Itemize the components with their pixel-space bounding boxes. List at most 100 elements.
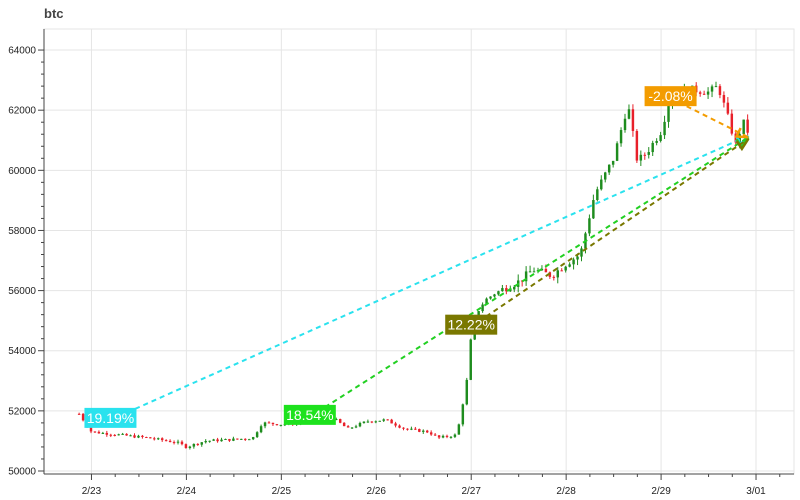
candle-body	[101, 432, 105, 434]
candle-body	[382, 419, 385, 421]
annotation-label: 12.22%	[447, 317, 494, 333]
candle-body	[706, 91, 710, 95]
candle-body	[192, 443, 196, 447]
x-tick-label: 2/27	[461, 486, 481, 497]
candle-body	[528, 271, 532, 273]
candle-body	[426, 430, 429, 433]
annotation-label: 18.54%	[286, 407, 333, 423]
candle-body	[481, 304, 484, 312]
chart-title: btc	[44, 6, 64, 21]
candle-body	[263, 422, 267, 427]
y-tick-label: 56000	[8, 286, 36, 297]
candle-body	[639, 154, 643, 161]
candle-body	[469, 339, 472, 380]
candle-body	[105, 432, 109, 435]
candle-body	[398, 425, 401, 428]
candle-body	[552, 276, 556, 278]
candle-body	[580, 248, 583, 257]
candle-body	[592, 200, 595, 219]
candle-body	[196, 443, 200, 445]
candle-body	[406, 428, 409, 430]
candle-body	[497, 291, 500, 295]
candle-body	[746, 119, 749, 133]
candle-body	[228, 438, 231, 441]
annotation-arrowhead	[734, 127, 749, 139]
candle-body	[651, 142, 654, 153]
candle-body	[93, 431, 97, 433]
candle-body	[188, 446, 192, 449]
annotation-label-box	[445, 314, 498, 335]
candle-body	[362, 421, 366, 423]
candle-body	[338, 419, 342, 423]
candle-body	[394, 423, 397, 426]
candle-body	[220, 439, 223, 442]
candle-body	[335, 419, 338, 421]
candle-body	[200, 442, 203, 445]
candle-body	[489, 296, 492, 299]
x-tick-label: 2/26	[367, 486, 387, 497]
candle-body	[635, 130, 639, 161]
annotation-label: 19.19%	[87, 410, 134, 426]
candle-body	[722, 95, 726, 103]
candle-body	[568, 264, 571, 267]
candle-body	[247, 439, 251, 441]
candle-body	[710, 86, 714, 92]
candle-body	[714, 86, 718, 88]
annotation-arrowhead	[735, 138, 750, 152]
candle-body	[232, 438, 235, 441]
candle-body	[271, 422, 275, 425]
candle-body	[445, 435, 449, 437]
candle-body	[441, 435, 445, 438]
candle-body	[485, 298, 488, 305]
candle-body	[461, 404, 465, 425]
candle-body	[429, 432, 433, 435]
candle-body	[501, 288, 504, 292]
candle-body	[279, 424, 283, 426]
candle-body	[702, 93, 706, 95]
annotation-label-box	[644, 86, 697, 107]
candle-body	[346, 426, 350, 428]
candle-body	[532, 271, 536, 273]
annotation-label: -2.08%	[648, 88, 692, 104]
candle-body	[141, 435, 144, 438]
candle-body	[358, 422, 362, 427]
candle-body	[160, 438, 164, 441]
candle-body	[742, 119, 745, 135]
candle-body	[726, 102, 730, 114]
candle-body	[164, 440, 168, 442]
candle-body	[667, 104, 670, 122]
x-tick-label: 2/25	[272, 486, 292, 497]
candle-body	[212, 439, 215, 441]
candle-body	[89, 426, 93, 432]
candle-body	[611, 160, 615, 165]
candle-body	[607, 164, 611, 173]
x-tick-label: 2/29	[651, 486, 671, 497]
candle-body	[600, 179, 603, 190]
candle-body	[172, 442, 176, 444]
candle-body	[157, 438, 160, 440]
candle-body	[208, 440, 211, 442]
x-tick-label: 2/28	[556, 486, 576, 497]
candle-body	[145, 437, 148, 439]
x-tick-label: 3/01	[746, 486, 766, 497]
candle-body	[623, 118, 627, 131]
candle-body	[97, 431, 101, 434]
candle-body	[267, 422, 271, 424]
candle-body	[615, 143, 619, 161]
candle-body	[184, 444, 188, 449]
candle-body	[513, 286, 516, 290]
candle-body	[125, 433, 128, 436]
candle-body	[556, 270, 559, 278]
candle-body	[224, 438, 227, 440]
y-tick-label: 54000	[8, 346, 36, 357]
candle-body	[449, 436, 453, 438]
candle-body	[437, 435, 441, 438]
candle-body	[457, 424, 461, 435]
candle-body	[180, 441, 184, 445]
candle-body	[402, 427, 405, 429]
annotation-line	[309, 136, 749, 418]
candle-body	[718, 86, 722, 96]
candle-body	[275, 424, 279, 426]
candle-body	[109, 434, 112, 436]
candle-body	[374, 421, 378, 423]
